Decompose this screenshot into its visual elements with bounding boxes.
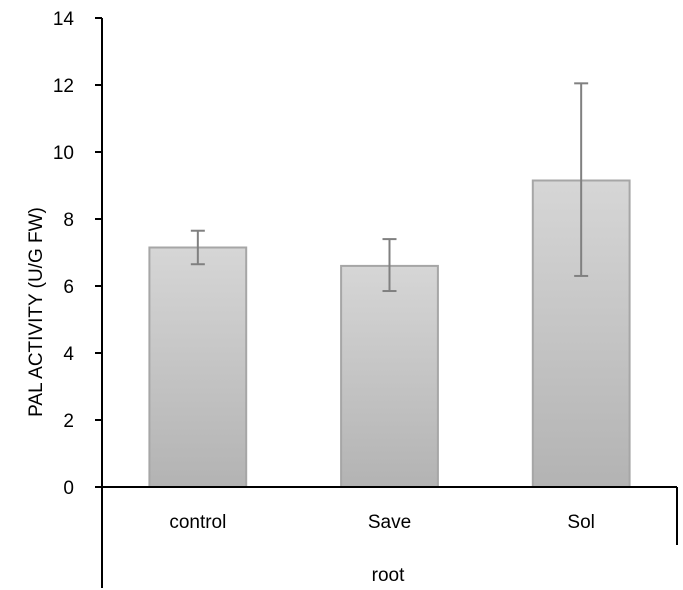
y-tick-label: 6 <box>63 277 74 298</box>
bar-control <box>148 246 248 488</box>
x-tick-label-sol: Sol <box>567 512 594 533</box>
y-tick-label: 0 <box>63 478 74 499</box>
axes-layer <box>95 17 678 588</box>
bars-layer <box>148 179 631 488</box>
x-tick-label-save: Save <box>368 512 411 533</box>
error-bar-save <box>382 238 397 293</box>
y-tick-label: 2 <box>63 411 74 432</box>
bar-save <box>340 264 439 488</box>
error-bar-control <box>190 229 205 266</box>
y-axis-title: PAL ACTIVITY (U/G FW) <box>26 207 47 417</box>
error-bars-layer <box>190 82 589 293</box>
y-tick-label: 4 <box>63 344 74 365</box>
error-bar-sol <box>574 82 589 277</box>
x-group-label: root <box>372 565 405 586</box>
y-tick-label: 14 <box>53 9 75 30</box>
y-tick-label: 8 <box>63 210 74 231</box>
y-tick-label: 12 <box>53 76 74 97</box>
labels-layer: control Save Sol 0 2 4 6 8 10 12 14 <box>53 9 595 533</box>
y-tick-label: 10 <box>53 143 74 164</box>
x-tick-label-control: control <box>169 512 226 533</box>
